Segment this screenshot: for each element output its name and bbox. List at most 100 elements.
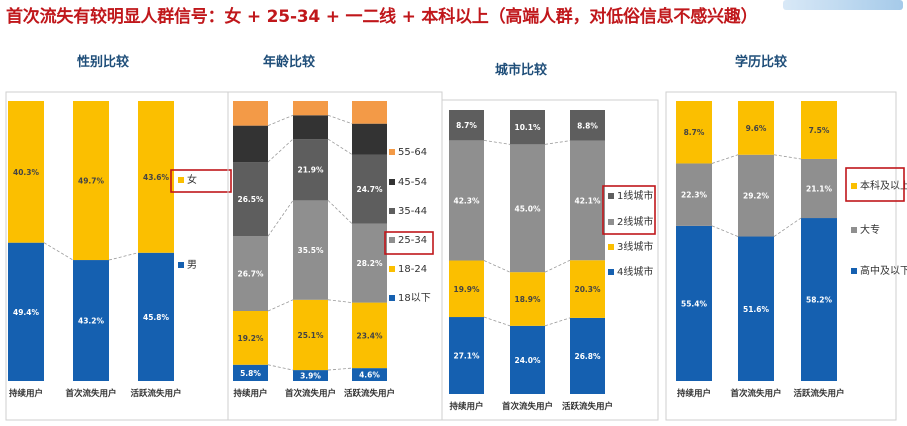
bar-segment	[570, 110, 605, 141]
bar-segment	[801, 158, 837, 219]
highlight-box	[845, 167, 905, 202]
x-tick-label: 首次流失用户	[502, 401, 553, 412]
connector-line	[267, 364, 294, 371]
panel-frame	[441, 99, 659, 421]
bar-segment	[352, 154, 387, 224]
legend-swatch	[178, 262, 184, 268]
legend-label: 高中及以下	[860, 264, 907, 277]
data-label: 21.9%	[297, 166, 324, 175]
highlight-box	[602, 185, 656, 235]
data-label: 24.0%	[514, 356, 541, 365]
bar-segment	[233, 125, 268, 163]
data-label: 26.7%	[237, 270, 264, 279]
data-label: 8.8%	[577, 121, 598, 130]
legend-label: 本科及以上	[860, 179, 907, 192]
bar-segment	[233, 236, 268, 311]
legend-swatch	[851, 183, 857, 189]
connector-line	[267, 114, 294, 127]
data-label: 22.3%	[681, 191, 708, 200]
connector-line	[544, 317, 571, 327]
bar-segment	[233, 364, 268, 381]
data-label: 3.9%	[300, 372, 321, 381]
city-chart: 城市比较 27.1% 19.9% 42.3% 8.7% 持续用户 24.0% 18.9% 45.…	[441, 62, 659, 421]
x-tick-label: 活跃流失用户	[793, 388, 844, 399]
connector-line	[773, 217, 802, 237]
data-label: 51.6%	[743, 305, 770, 314]
connector-line	[267, 138, 294, 163]
chart-title: 学历比较	[735, 54, 787, 70]
legend-label: 3线城市	[617, 240, 653, 253]
data-label: 49.7%	[78, 177, 105, 186]
data-label: 27.1%	[453, 352, 480, 361]
legend-label: 4线城市	[617, 265, 653, 278]
bar-segment	[738, 101, 774, 155]
data-label: 45.0%	[514, 204, 541, 213]
bar-segment	[801, 101, 837, 159]
legend-swatch	[389, 295, 395, 301]
connector-line	[711, 225, 739, 237]
legend-swatch	[389, 179, 395, 185]
connector-line	[327, 367, 353, 371]
legend-label: 25-34	[398, 235, 427, 246]
bar-segment	[570, 317, 605, 394]
data-label: 20.3%	[574, 285, 601, 294]
data-label: 10.1%	[514, 123, 541, 132]
data-label: 42.3%	[453, 196, 480, 205]
data-label: 43.2%	[78, 317, 105, 326]
bar-segment	[352, 101, 387, 124]
connector-line	[711, 154, 739, 164]
panel-frame	[665, 91, 897, 421]
x-tick-label: 持续用户	[677, 388, 711, 399]
age-chart: 年龄比较 5.8% 19.2% 26.7% 26.5% 持续用户 3.9% 25.1% 35.5…	[227, 54, 443, 421]
legend-label: 1线城市	[617, 189, 653, 202]
bar-segment	[510, 272, 545, 326]
legend-label: 大专	[860, 223, 880, 236]
data-label: 5.8%	[240, 369, 261, 378]
data-label: 19.2%	[237, 334, 264, 343]
legend-swatch	[608, 193, 614, 199]
data-label: 49.4%	[13, 308, 40, 317]
headline: 首次流失有较明显人群信号：女 + 25-34 + 一二线 + 本科以上（高端人群…	[6, 7, 758, 27]
data-label: 43.6%	[143, 173, 170, 182]
data-label: 18.9%	[514, 295, 541, 304]
x-tick-label: 活跃流失用户	[562, 401, 613, 412]
legend-label: 女	[187, 173, 197, 186]
data-label: 26.8%	[574, 352, 601, 361]
data-label: 19.9%	[453, 285, 480, 294]
bar-segment	[293, 101, 328, 116]
bar-segment	[233, 101, 268, 126]
data-label: 24.7%	[356, 185, 383, 194]
legend-swatch	[851, 227, 857, 233]
bar-segment	[138, 101, 174, 253]
x-tick-label: 持续用户	[9, 388, 43, 399]
bar-segment	[293, 115, 328, 140]
data-label: 23.4%	[356, 331, 383, 340]
connector-line	[327, 138, 353, 155]
data-label: 7.5%	[809, 126, 830, 135]
bar-segment	[73, 101, 109, 261]
connector-line	[544, 259, 571, 273]
legend-label: 45-54	[398, 177, 427, 188]
x-tick-label: 持续用户	[449, 401, 483, 412]
bar-segment	[510, 144, 545, 273]
legend-swatch	[608, 269, 614, 275]
legend-swatch	[389, 208, 395, 214]
connector-line	[483, 139, 511, 145]
data-label: 8.7%	[684, 128, 705, 137]
legend-swatch	[389, 237, 395, 243]
watermark-logo	[783, 0, 903, 10]
data-label: 8.7%	[456, 121, 477, 130]
legend-swatch	[608, 219, 614, 225]
bar-segment	[138, 252, 174, 381]
bar-segment	[233, 162, 268, 237]
data-label: 21.1%	[806, 185, 833, 194]
bar-segment	[73, 260, 109, 381]
bar-segment	[293, 299, 328, 371]
bar-segment	[293, 139, 328, 201]
bar-segment	[8, 242, 44, 381]
legend-swatch	[178, 177, 184, 183]
bar-segment	[449, 110, 484, 141]
data-label: 40.3%	[13, 168, 40, 177]
data-label: 42.1%	[574, 196, 601, 205]
